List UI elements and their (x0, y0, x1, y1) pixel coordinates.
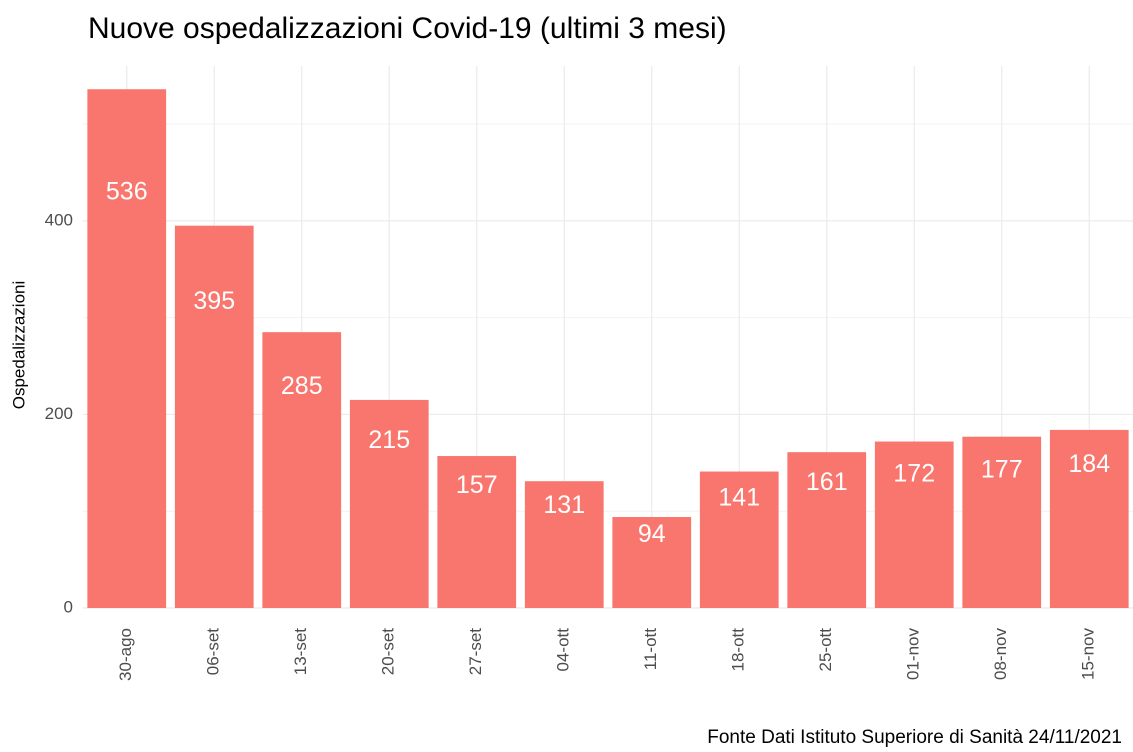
x-tick-label: 01-nov (904, 628, 923, 680)
value-label: 157 (456, 471, 498, 499)
bar (524, 481, 604, 608)
bar (787, 452, 867, 608)
x-tick-label: 04-ott (554, 628, 573, 672)
value-label: 536 (106, 178, 148, 206)
x-tick-label: 20-set (379, 628, 398, 676)
x-tick-label: 30-ago (116, 628, 135, 681)
bar (699, 471, 779, 608)
caption: Fonte Dati Istituto Superiore di Sanità … (707, 727, 1122, 748)
chart-title: Nuove ospedalizzazioni Covid-19 (ultimi … (88, 12, 727, 45)
x-tick-label: 15-nov (1079, 628, 1098, 680)
bar (1049, 429, 1129, 608)
x-tick-label: 25-ott (816, 628, 835, 672)
value-label: 177 (981, 456, 1023, 484)
value-label: 184 (1068, 450, 1110, 478)
bar (262, 332, 342, 608)
bar (437, 456, 517, 608)
x-tick-label: 11-ott (641, 628, 660, 670)
value-label: 141 (718, 483, 760, 511)
value-label: 172 (893, 459, 935, 487)
y-tick-label: 200 (45, 404, 73, 423)
x-tick-label: 08-nov (991, 628, 1010, 680)
value-label: 131 (543, 491, 585, 519)
y-tick-label: 400 (45, 210, 73, 229)
x-tick-label: 27-set (466, 628, 485, 676)
x-tick-label: 18-ott (729, 628, 748, 672)
y-tick-label: 0 (64, 597, 73, 616)
value-label: 215 (368, 426, 410, 454)
bar (87, 89, 167, 608)
bar (612, 517, 692, 608)
bar (349, 399, 429, 608)
x-tick-label: 06-set (204, 628, 223, 676)
value-label: 395 (193, 287, 235, 315)
y-axis-label: Ospedalizzazioni (9, 281, 28, 410)
value-label: 94 (638, 520, 666, 548)
x-tick-label: 13-set (291, 628, 310, 676)
bar (962, 436, 1042, 608)
bar (174, 225, 254, 609)
value-label: 285 (281, 372, 323, 400)
bar (874, 441, 954, 608)
value-label: 161 (806, 468, 848, 496)
